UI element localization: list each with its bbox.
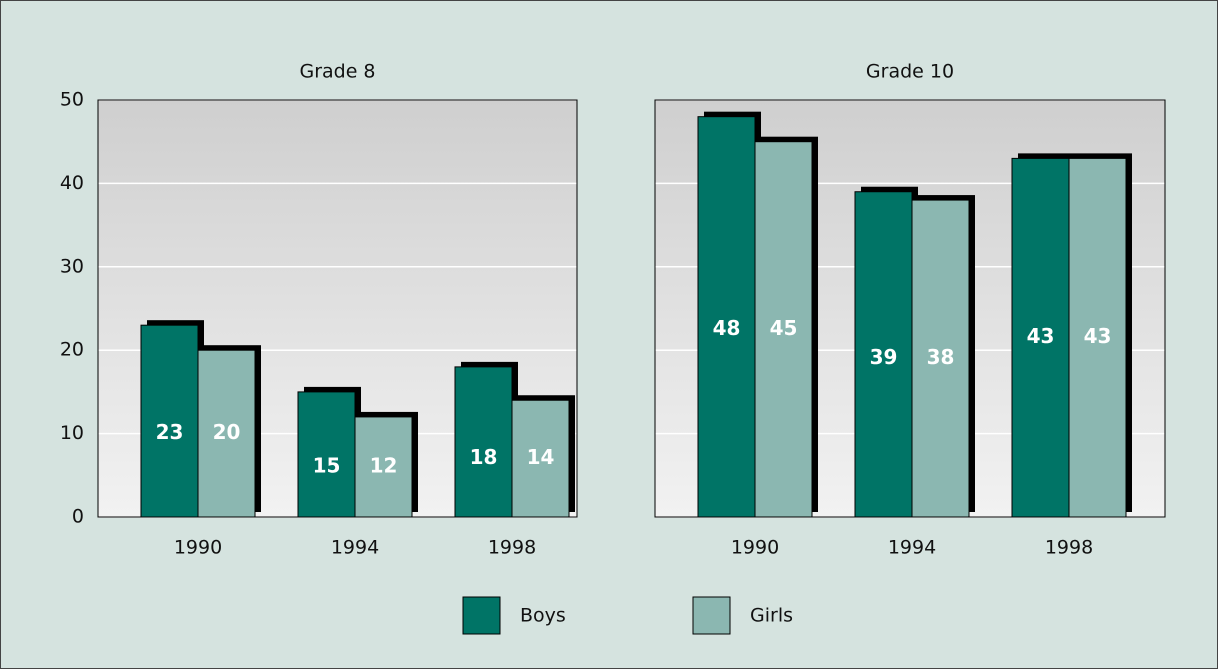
value-label: 15 bbox=[313, 453, 341, 477]
y-tick-label: 10 bbox=[60, 422, 84, 444]
legend-label: Boys bbox=[520, 605, 566, 627]
x-tick-label: 1994 bbox=[331, 537, 379, 559]
bar bbox=[911, 199, 970, 518]
legend-swatch bbox=[462, 596, 501, 635]
value-label: 38 bbox=[927, 345, 955, 369]
bar bbox=[1011, 157, 1070, 518]
plot-frame bbox=[654, 99, 1166, 518]
x-tick-label: 1990 bbox=[731, 537, 779, 559]
bar bbox=[454, 366, 513, 518]
plot-frame bbox=[97, 99, 578, 518]
bar bbox=[197, 349, 256, 518]
bar bbox=[511, 399, 570, 518]
value-label: 45 bbox=[770, 316, 798, 340]
y-tick-label: 40 bbox=[60, 172, 84, 194]
value-label: 20 bbox=[213, 420, 241, 444]
bar bbox=[140, 324, 199, 518]
y-tick-label: 0 bbox=[72, 506, 84, 528]
legend-label: Girls bbox=[750, 605, 793, 627]
y-tick-label: 30 bbox=[60, 255, 84, 277]
value-label: 18 bbox=[470, 445, 498, 469]
value-label: 48 bbox=[713, 316, 741, 340]
bar bbox=[354, 416, 413, 518]
value-label: 43 bbox=[1084, 324, 1112, 348]
y-tick-label: 50 bbox=[60, 89, 84, 111]
x-tick-label: 1990 bbox=[174, 537, 222, 559]
panel-title: Grade 8 bbox=[299, 61, 375, 83]
x-tick-label: 1994 bbox=[888, 537, 936, 559]
bar bbox=[297, 391, 356, 518]
value-label: 43 bbox=[1027, 324, 1055, 348]
bar bbox=[1068, 157, 1127, 518]
value-label: 14 bbox=[527, 445, 555, 469]
legend-swatch bbox=[692, 596, 731, 635]
x-tick-label: 1998 bbox=[488, 537, 536, 559]
bar bbox=[697, 116, 756, 518]
panel-title: Grade 10 bbox=[866, 61, 954, 83]
bar bbox=[754, 141, 813, 518]
value-label: 12 bbox=[370, 453, 398, 477]
x-tick-label: 1998 bbox=[1045, 537, 1093, 559]
value-label: 23 bbox=[156, 420, 184, 444]
y-tick-label: 20 bbox=[60, 339, 84, 361]
value-label: 39 bbox=[870, 345, 898, 369]
bar bbox=[854, 191, 913, 518]
